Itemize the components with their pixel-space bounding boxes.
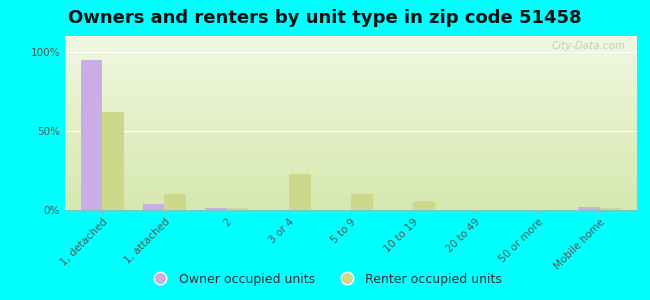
Bar [205,208,227,210]
Bar [227,208,248,210]
Bar [600,208,621,210]
Bar [143,204,164,210]
Bar [351,194,372,210]
Bar [164,194,187,210]
Bar [289,174,311,210]
Bar [81,60,102,210]
Text: City-Data.com: City-Data.com [551,41,625,51]
Legend: Owner occupied units, Renter occupied units: Owner occupied units, Renter occupied un… [143,268,507,291]
Bar [413,200,435,210]
Bar [102,112,124,210]
Text: Owners and renters by unit type in zip code 51458: Owners and renters by unit type in zip c… [68,9,582,27]
Bar [578,207,600,210]
